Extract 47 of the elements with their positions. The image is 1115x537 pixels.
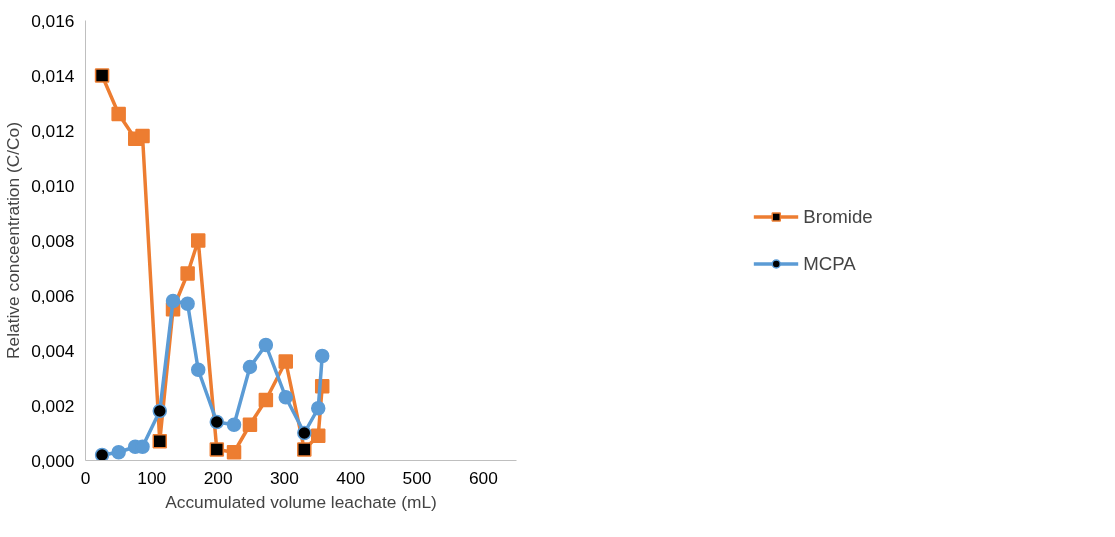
- point: [209, 414, 225, 430]
- legend-label: MCPA: [803, 252, 856, 275]
- y-tick-label: 0,004: [31, 340, 75, 361]
- x-tick-label: 200: [203, 467, 233, 488]
- point: [258, 337, 274, 353]
- y-tick-label: 0,000: [31, 450, 75, 471]
- x-tick-label: 600: [468, 467, 498, 488]
- y-tick-label: 0,014: [31, 65, 75, 86]
- x-tick-label: 300: [269, 467, 299, 488]
- point: [190, 362, 206, 377]
- y-axis-title: Relative conceentration (C/Co): [3, 122, 24, 359]
- y-tick-label: 0,012: [31, 120, 75, 141]
- point: [152, 434, 168, 449]
- x-tick-label: 400: [336, 467, 366, 488]
- point: [314, 348, 330, 364]
- point: [111, 445, 126, 460]
- point: [242, 359, 258, 375]
- point: [258, 392, 274, 408]
- point: [278, 390, 293, 405]
- point: [310, 428, 326, 443]
- x-axis-title: Accumulated volume leachate (mL): [165, 491, 437, 512]
- point: [94, 447, 110, 461]
- point: [242, 417, 258, 432]
- point: [190, 233, 206, 248]
- point: [297, 442, 312, 457]
- point: [180, 296, 195, 311]
- point: [152, 403, 168, 419]
- point: [297, 425, 312, 441]
- point: [180, 266, 195, 281]
- x-tick-label: 0: [80, 467, 91, 488]
- point: [135, 128, 150, 144]
- x-tick-label: 500: [402, 467, 432, 488]
- legend-label: Bromide: [803, 205, 873, 228]
- y-tick-label: 0,008: [31, 230, 75, 251]
- y-tick-label: 0,002: [31, 395, 75, 416]
- point: [310, 401, 326, 416]
- point: [226, 445, 242, 460]
- point: [226, 417, 242, 432]
- x-tick-label: 100: [137, 467, 167, 488]
- y-tick-label: 0,010: [31, 175, 75, 196]
- point: [209, 442, 225, 457]
- point: [94, 68, 110, 83]
- y-tick-label: 0,016: [31, 10, 75, 31]
- point: [165, 293, 181, 309]
- point: [278, 354, 293, 369]
- point: [111, 106, 126, 122]
- y-tick-label: 0,006: [31, 285, 75, 306]
